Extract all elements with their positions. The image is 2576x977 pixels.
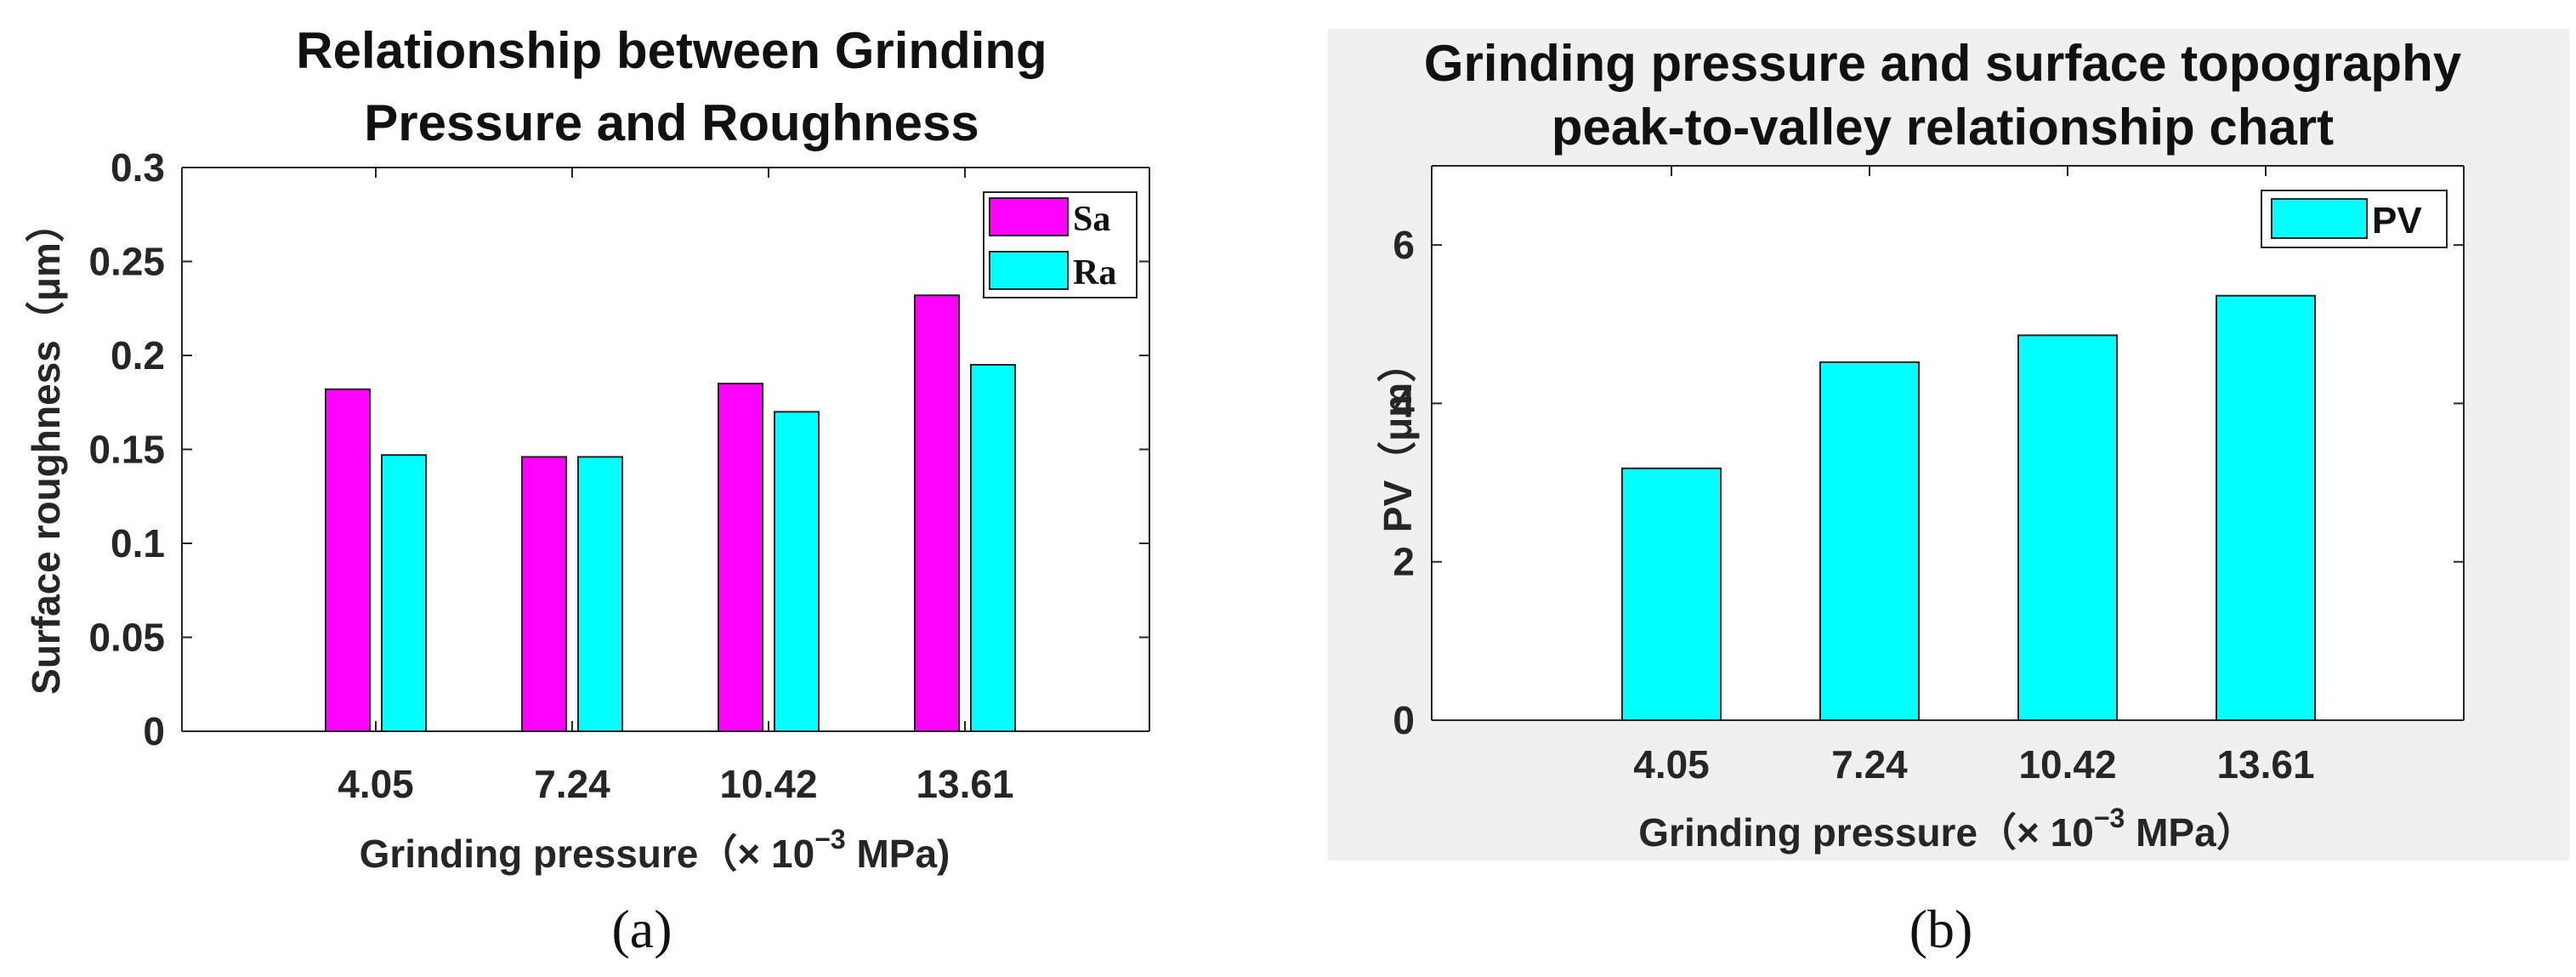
- legend-label-pv: PV: [2372, 200, 2422, 241]
- legend-swatch-ra: [989, 251, 1069, 290]
- chart-b-tick-labels: 0 2 4 6 4.05 7.24 10.42 13.61: [1393, 223, 2314, 787]
- a-bar-sa-4-05: [325, 388, 371, 732]
- chart-b-ylabel: PV（μm）: [1376, 344, 1420, 532]
- b-ytick-label-2: 2: [1393, 540, 1415, 584]
- chart-b-xlabel: Grinding pressure（× 10−3 MPa）: [1638, 803, 2255, 855]
- b-ytick-label-4: 4: [1393, 381, 1415, 425]
- chart-b-bars: [1621, 294, 2316, 721]
- chart-b-title-line-2: peak-to-valley relationship chart: [1552, 99, 2334, 156]
- chart-a-xlabel-suffix: MPa): [846, 832, 950, 876]
- legend-swatch-pv: [2271, 198, 2368, 239]
- b-bar-pv-13-61: [2216, 294, 2316, 721]
- chart-a-legend: Sa Ra: [983, 191, 1138, 298]
- a-bar-ra-13-61: [970, 364, 1016, 732]
- chart-b-title-line-1: Grinding pressure and surface topography: [1424, 35, 2462, 92]
- a-bar-ra-10-42: [774, 411, 820, 732]
- a-xtick-label-4-05: 4.05: [338, 762, 414, 806]
- chart-a-title-line-2: Pressure and Roughness: [364, 94, 979, 151]
- a-bar-sa-10-42: [718, 383, 763, 732]
- a-ytick-label-0-3: 0.3: [111, 145, 165, 190]
- chart-a-xlabel-prefix: Grinding pressure（× 10: [360, 832, 815, 876]
- a-bar-sa-13-61: [914, 294, 960, 732]
- a-xtick-label-7-24: 7.24: [534, 762, 610, 806]
- caption-b: (b): [1909, 899, 1973, 959]
- chart-b-xlabel-suffix: MPa）: [2125, 810, 2255, 855]
- b-bar-pv-10-42: [2017, 334, 2118, 721]
- a-bar-ra-7-24: [577, 456, 623, 733]
- chart-a-xlabel-exponent: −3: [814, 824, 845, 855]
- a-bar-sa-7-24: [521, 456, 567, 733]
- a-ytick-label-0: 0: [143, 709, 165, 753]
- b-xtick-label-10-42: 10.42: [2018, 742, 2116, 787]
- b-bar-pv-4-05: [1621, 467, 1722, 721]
- caption-a: (a): [611, 899, 672, 959]
- b-xtick-label-13-61: 13.61: [2216, 742, 2314, 787]
- chart-b-legend: PV: [2261, 190, 2448, 248]
- a-bar-ra-4-05: [381, 454, 427, 732]
- panel-a-chart: Relationship between Grinding Pressure a…: [24, 22, 1150, 876]
- a-ytick-label-0-2: 0.2: [111, 333, 165, 378]
- chart-b-xlabel-prefix: Grinding pressure（× 10: [1638, 810, 2094, 855]
- a-ytick-label-0-15: 0.15: [88, 428, 165, 472]
- a-xtick-label-13-61: 13.61: [916, 762, 1013, 806]
- a-ytick-label-0-1: 0.1: [111, 521, 165, 565]
- b-bar-pv-7-24: [1819, 361, 1920, 721]
- chart-a-xlabel: Grinding pressure（× 10−3 MPa): [360, 824, 950, 876]
- b-xtick-label-7-24: 7.24: [1831, 742, 1908, 787]
- panel-b-chart: Grinding pressure and surface topography…: [1376, 35, 2465, 855]
- b-ytick-label-6: 6: [1393, 223, 1415, 267]
- chart-a-tick-labels: 0 0.05 0.1 0.15 0.2 0.25 0.3 4.05 7.24 10.42 13.61: [88, 145, 1013, 806]
- b-ytick-label-0: 0: [1393, 698, 1415, 742]
- chart-a-bars: [325, 294, 1016, 733]
- chart-a-title-line-1: Relationship between Grinding: [296, 22, 1047, 79]
- legend-swatch-sa: [989, 197, 1069, 236]
- legend-label-ra: Ra: [1073, 253, 1116, 293]
- a-ytick-label-0-25: 0.25: [88, 240, 165, 284]
- chart-a-ylabel: Surface roughness（μm）: [24, 203, 68, 695]
- b-xtick-label-4-05: 4.05: [1633, 742, 1710, 787]
- legend-label-sa: Sa: [1073, 200, 1110, 239]
- chart-b-xlabel-exponent: −3: [2094, 803, 2125, 833]
- a-ytick-label-0-05: 0.05: [88, 616, 165, 660]
- a-xtick-label-10-42: 10.42: [719, 762, 817, 806]
